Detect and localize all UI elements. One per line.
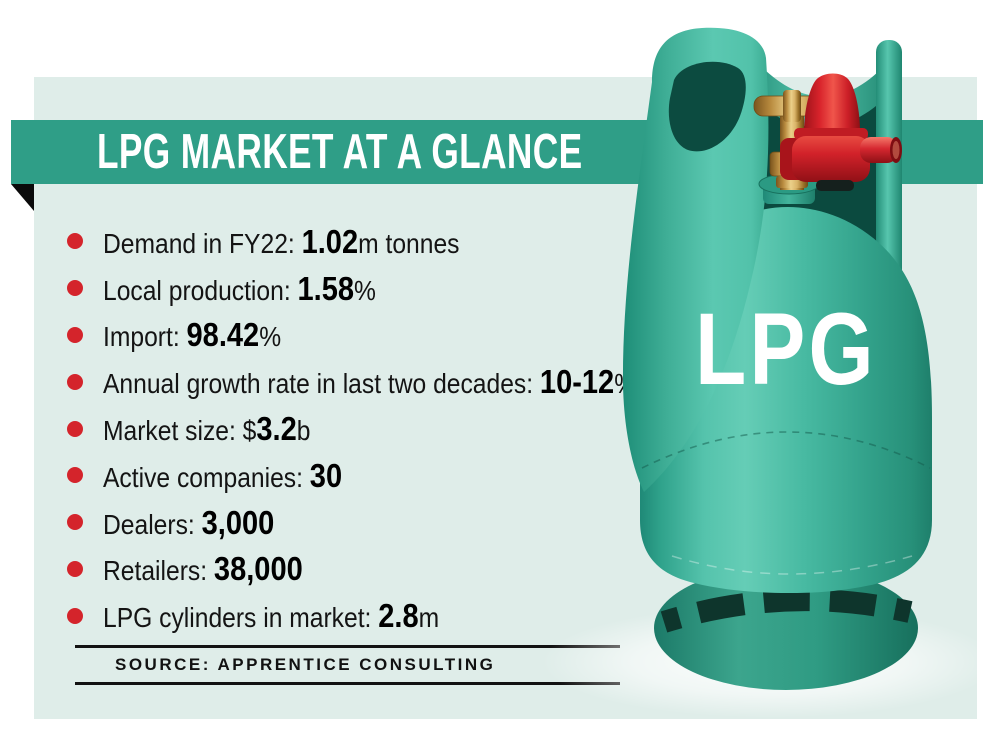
- item-suffix: m tonnes: [358, 227, 460, 259]
- item-value: 3,000: [201, 503, 275, 541]
- bullet-icon: [67, 326, 83, 343]
- banner-fold-icon: [11, 184, 34, 211]
- item-label: LPG cylinders in market:: [103, 602, 379, 634]
- item-value: 30: [309, 456, 343, 494]
- bullet-icon: [67, 467, 83, 484]
- item-suffix: b: [296, 415, 311, 447]
- item-value: 10-12: [539, 363, 615, 401]
- item-value: 98.42: [186, 316, 260, 354]
- item-label: Demand in FY22:: [103, 227, 302, 259]
- title-banner: LPG MARKET AT A GLANCE: [11, 120, 983, 184]
- item-label: Market size: $: [103, 415, 257, 447]
- list-item: Import: 98.42%: [67, 312, 647, 359]
- list-item: Dealers: 3,000: [67, 499, 647, 546]
- list-item: Active companies: 30: [67, 452, 647, 499]
- bullet-icon: [67, 280, 83, 297]
- item-label: Retailers:: [103, 555, 214, 587]
- item-label: Local production:: [103, 274, 298, 306]
- bullet-icon: [67, 420, 83, 437]
- item-value: 2.8: [378, 597, 419, 635]
- item-suffix: m: [418, 602, 440, 634]
- stats-list: Demand in FY22: 1.02m tonnes Local produ…: [67, 218, 647, 639]
- list-item: Market size: $3.2b: [67, 405, 647, 452]
- item-label: Import:: [103, 321, 187, 353]
- page-title: LPG MARKET AT A GLANCE: [97, 125, 583, 179]
- list-item: Annual growth rate in last two decades: …: [67, 358, 647, 405]
- item-label: Active companies:: [103, 461, 310, 493]
- list-item: LPG cylinders in market: 2.8m: [67, 592, 647, 639]
- bullet-icon: [67, 514, 83, 531]
- item-suffix: %: [614, 368, 637, 400]
- item-suffix: %: [354, 274, 376, 306]
- list-item: Local production: 1.58%: [67, 265, 647, 312]
- bullet-icon: [67, 373, 83, 390]
- list-item: Retailers: 38,000: [67, 546, 647, 593]
- item-value: 1.02: [301, 222, 359, 260]
- bullet-icon: [67, 560, 83, 577]
- bullet-icon: [67, 607, 83, 624]
- bullet-icon: [67, 233, 83, 250]
- item-value: 3.2: [256, 410, 297, 448]
- item-suffix: %: [259, 321, 282, 353]
- item-label: Annual growth rate in last two decades:: [103, 368, 540, 400]
- source-label: SOURCE: APPRENTICE CONSULTING: [115, 655, 496, 674]
- source-note: SOURCE: APPRENTICE CONSULTING: [75, 645, 620, 685]
- list-item: Demand in FY22: 1.02m tonnes: [67, 218, 647, 265]
- item-value: 1.58: [297, 269, 355, 307]
- item-label: Dealers:: [103, 508, 202, 540]
- item-value: 38,000: [213, 550, 303, 588]
